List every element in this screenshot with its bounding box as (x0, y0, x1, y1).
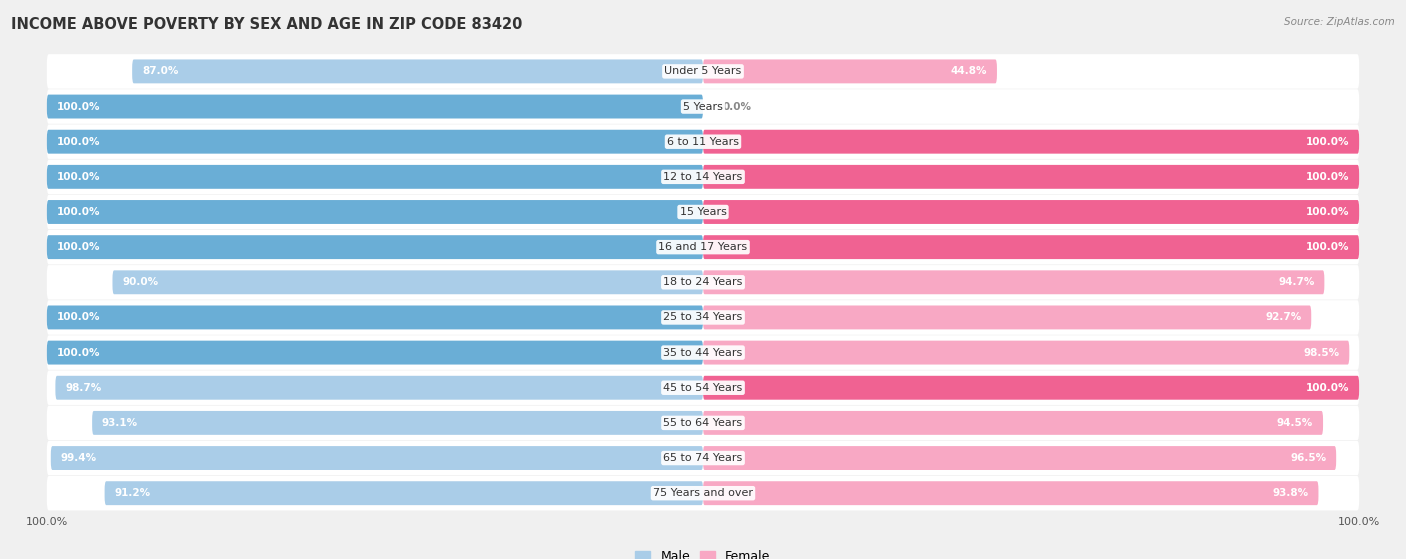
FancyBboxPatch shape (703, 481, 1319, 505)
FancyBboxPatch shape (46, 195, 1360, 229)
Text: 92.7%: 92.7% (1265, 312, 1302, 323)
FancyBboxPatch shape (46, 406, 1360, 440)
FancyBboxPatch shape (46, 200, 703, 224)
Text: 18 to 24 Years: 18 to 24 Years (664, 277, 742, 287)
FancyBboxPatch shape (51, 446, 703, 470)
Text: Source: ZipAtlas.com: Source: ZipAtlas.com (1284, 17, 1395, 27)
FancyBboxPatch shape (46, 300, 1360, 335)
FancyBboxPatch shape (46, 441, 1360, 475)
Text: 5 Years: 5 Years (683, 102, 723, 112)
Text: 15 Years: 15 Years (679, 207, 727, 217)
Text: 100.0%: 100.0% (56, 312, 100, 323)
Text: 0.0%: 0.0% (723, 102, 752, 112)
FancyBboxPatch shape (703, 200, 1360, 224)
Text: 100.0%: 100.0% (1306, 172, 1350, 182)
Legend: Male, Female: Male, Female (630, 546, 776, 559)
Text: Under 5 Years: Under 5 Years (665, 67, 741, 77)
Text: 35 to 44 Years: 35 to 44 Years (664, 348, 742, 358)
FancyBboxPatch shape (46, 89, 1360, 124)
Text: 94.5%: 94.5% (1277, 418, 1313, 428)
FancyBboxPatch shape (46, 371, 1360, 405)
FancyBboxPatch shape (93, 411, 703, 435)
FancyBboxPatch shape (703, 376, 1360, 400)
Text: 100.0%: 100.0% (1306, 383, 1350, 393)
FancyBboxPatch shape (703, 130, 1360, 154)
Text: 25 to 34 Years: 25 to 34 Years (664, 312, 742, 323)
Text: 94.7%: 94.7% (1278, 277, 1315, 287)
Text: 99.4%: 99.4% (60, 453, 97, 463)
Text: INCOME ABOVE POVERTY BY SEX AND AGE IN ZIP CODE 83420: INCOME ABOVE POVERTY BY SEX AND AGE IN Z… (11, 17, 523, 32)
FancyBboxPatch shape (703, 340, 1350, 364)
FancyBboxPatch shape (55, 376, 703, 400)
FancyBboxPatch shape (703, 59, 997, 83)
Text: 55 to 64 Years: 55 to 64 Years (664, 418, 742, 428)
FancyBboxPatch shape (46, 94, 703, 119)
Text: 100.0%: 100.0% (56, 172, 100, 182)
Text: 98.7%: 98.7% (65, 383, 101, 393)
Text: 16 and 17 Years: 16 and 17 Years (658, 242, 748, 252)
Text: 100.0%: 100.0% (56, 102, 100, 112)
Text: 90.0%: 90.0% (122, 277, 159, 287)
FancyBboxPatch shape (703, 446, 1336, 470)
Text: 12 to 14 Years: 12 to 14 Years (664, 172, 742, 182)
FancyBboxPatch shape (112, 271, 703, 294)
Text: 93.1%: 93.1% (103, 418, 138, 428)
Text: 96.5%: 96.5% (1291, 453, 1326, 463)
FancyBboxPatch shape (46, 265, 1360, 300)
FancyBboxPatch shape (46, 54, 1360, 89)
FancyBboxPatch shape (703, 271, 1324, 294)
FancyBboxPatch shape (132, 59, 703, 83)
FancyBboxPatch shape (46, 340, 703, 364)
Text: 100.0%: 100.0% (1306, 207, 1350, 217)
FancyBboxPatch shape (46, 230, 1360, 264)
Text: 100.0%: 100.0% (56, 137, 100, 146)
Text: 98.5%: 98.5% (1303, 348, 1340, 358)
Text: 100.0%: 100.0% (1306, 242, 1350, 252)
Text: 91.2%: 91.2% (114, 488, 150, 498)
Text: 87.0%: 87.0% (142, 67, 179, 77)
Text: 44.8%: 44.8% (950, 67, 987, 77)
Text: 100.0%: 100.0% (56, 207, 100, 217)
FancyBboxPatch shape (46, 305, 703, 329)
Text: 93.8%: 93.8% (1272, 488, 1309, 498)
FancyBboxPatch shape (46, 476, 1360, 510)
FancyBboxPatch shape (46, 125, 1360, 159)
FancyBboxPatch shape (703, 165, 1360, 189)
Text: 75 Years and over: 75 Years and over (652, 488, 754, 498)
FancyBboxPatch shape (46, 335, 1360, 370)
FancyBboxPatch shape (46, 235, 703, 259)
FancyBboxPatch shape (703, 411, 1323, 435)
FancyBboxPatch shape (46, 130, 703, 154)
FancyBboxPatch shape (104, 481, 703, 505)
Text: 100.0%: 100.0% (56, 348, 100, 358)
FancyBboxPatch shape (703, 235, 1360, 259)
FancyBboxPatch shape (46, 165, 703, 189)
Text: 100.0%: 100.0% (56, 242, 100, 252)
Text: 100.0%: 100.0% (1306, 137, 1350, 146)
FancyBboxPatch shape (703, 305, 1312, 329)
Text: 45 to 54 Years: 45 to 54 Years (664, 383, 742, 393)
Text: 65 to 74 Years: 65 to 74 Years (664, 453, 742, 463)
FancyBboxPatch shape (46, 160, 1360, 194)
Text: 6 to 11 Years: 6 to 11 Years (666, 137, 740, 146)
